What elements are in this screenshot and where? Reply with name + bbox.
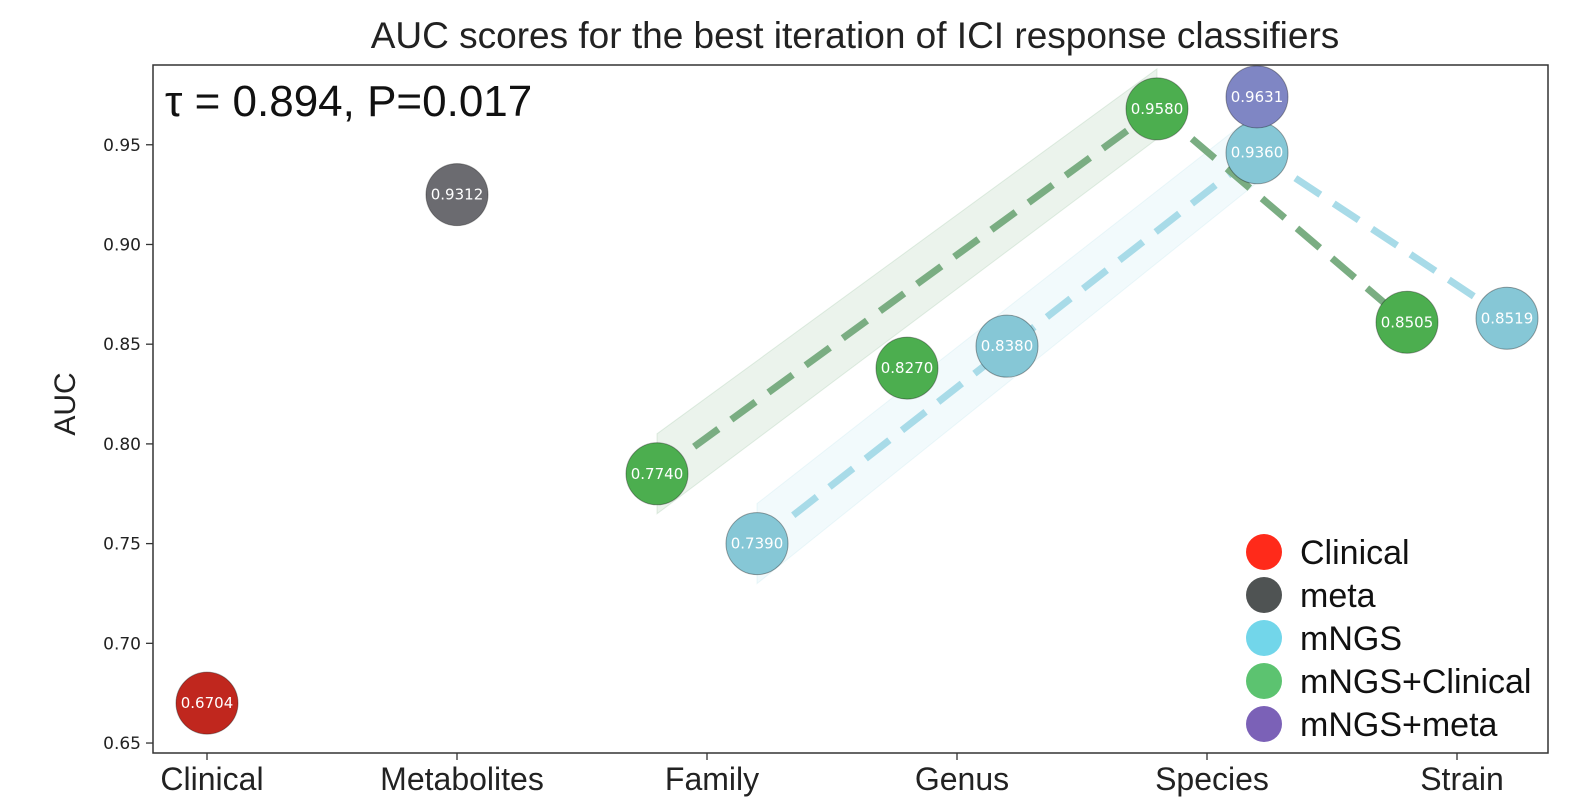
legend-marker xyxy=(1246,577,1282,613)
legend-marker xyxy=(1246,706,1282,742)
x-tick-label: Family xyxy=(665,761,759,797)
legend-label: mNGS+Clinical xyxy=(1300,663,1531,701)
y-tick-label: 0.70 xyxy=(103,634,141,654)
legend-marker xyxy=(1246,620,1282,656)
data-label: 0.9580 xyxy=(1131,100,1184,118)
data-label: 0.9312 xyxy=(431,186,484,204)
y-tick-label: 0.95 xyxy=(103,136,141,156)
data-label: 0.8519 xyxy=(1481,309,1534,327)
plot-frame xyxy=(152,64,1549,754)
y-tick-label: 0.80 xyxy=(103,435,141,455)
data-point xyxy=(1125,77,1189,141)
x-tick-label: Clinical xyxy=(160,761,263,797)
data-label: 0.7740 xyxy=(631,465,684,483)
data-label: 0.6704 xyxy=(181,694,234,712)
x-tick-label: Genus xyxy=(915,761,1009,797)
x-tick-label: Strain xyxy=(1420,761,1504,797)
legend-label: meta xyxy=(1300,577,1376,615)
trend-line xyxy=(1255,149,1509,322)
y-tick-label: 0.65 xyxy=(103,734,141,754)
stat-annotation: τ = 0.894, P=0.017 xyxy=(165,77,532,126)
trend-line xyxy=(654,106,1160,477)
data-label: 0.9360 xyxy=(1231,144,1284,162)
data-label: 0.9631 xyxy=(1231,88,1284,106)
trend-line xyxy=(1154,106,1410,325)
x-tick-label: Species xyxy=(1155,761,1269,797)
data-point xyxy=(875,336,939,400)
data-point xyxy=(725,512,789,576)
data-label: 0.7390 xyxy=(731,535,784,553)
data-point xyxy=(175,671,239,735)
legend-label: mNGS+meta xyxy=(1300,706,1498,744)
data-point xyxy=(425,163,489,227)
trend-line xyxy=(754,149,1260,547)
data-point xyxy=(1225,65,1289,129)
y-tick-label: 0.85 xyxy=(103,335,141,355)
data-label: 0.8270 xyxy=(881,359,934,377)
legend-label: Clinical xyxy=(1300,534,1410,572)
y-axis-label: AUC xyxy=(49,372,82,435)
legend-marker xyxy=(1246,534,1282,570)
legend: Clinical meta mNGS mNGS+Clinical mNGS+meta xyxy=(1246,534,1531,744)
legend-marker xyxy=(1246,663,1282,699)
y-tick-label: 0.90 xyxy=(103,235,141,255)
chart-title: AUC scores for the best iteration of ICI… xyxy=(371,15,1340,56)
data-point xyxy=(975,314,1039,378)
data-label: 0.8505 xyxy=(1381,313,1434,331)
data-point xyxy=(625,442,689,506)
x-tick-label: Metabolites xyxy=(380,761,544,797)
data-label: 0.8380 xyxy=(981,337,1034,355)
data-point xyxy=(1375,290,1439,354)
y-tick-label: 0.75 xyxy=(103,535,141,555)
data-point xyxy=(1475,286,1539,350)
legend-label: mNGS xyxy=(1300,620,1402,658)
